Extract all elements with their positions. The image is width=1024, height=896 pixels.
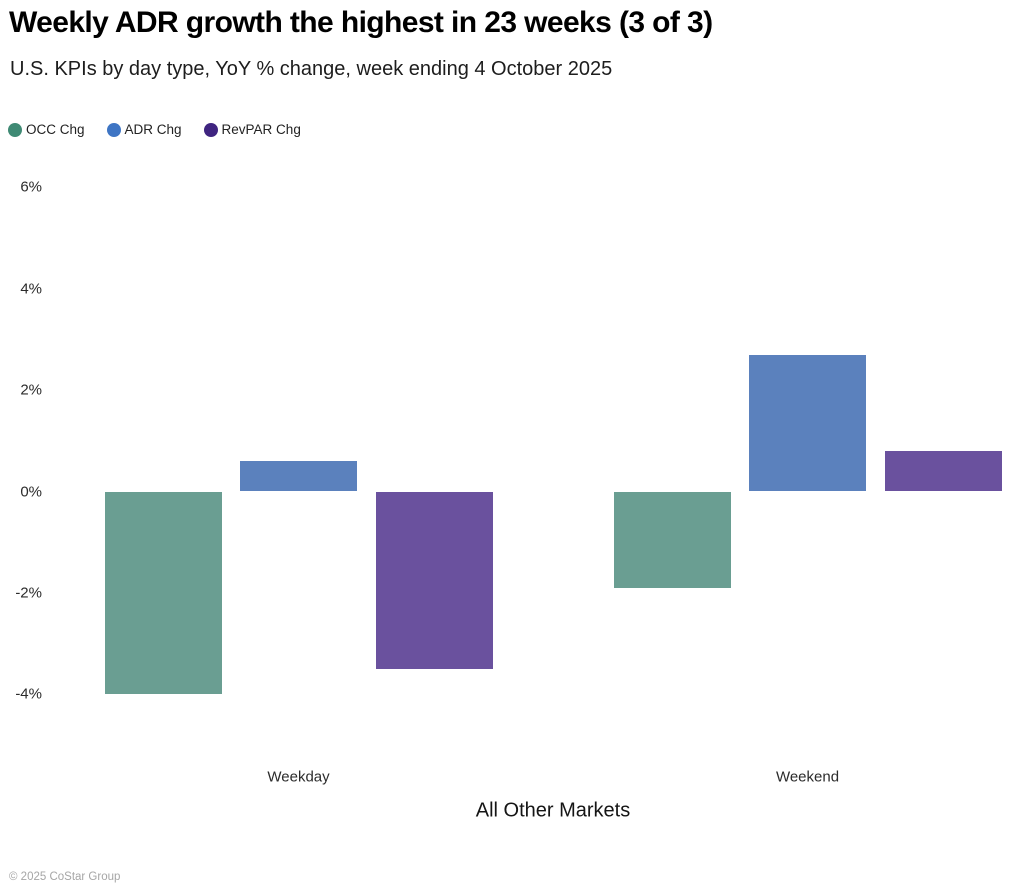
y-axis-tick-label: 4% xyxy=(20,280,42,298)
legend-item-revpar-chg: RevPAR Chg xyxy=(203,122,301,137)
bar-weekend-occ-chg xyxy=(613,491,731,588)
x-axis-title: All Other Markets xyxy=(475,799,631,822)
legend: OCC Chg ADR Chg RevPAR Chg xyxy=(8,122,301,137)
legend-dot-adr-chg-icon xyxy=(106,122,121,137)
x-axis-category-label: Weekend xyxy=(775,768,840,786)
bar-weekend-revpar-chg xyxy=(884,450,1002,492)
bar-weekday-occ-chg xyxy=(104,491,222,695)
legend-label-occ-chg: OCC Chg xyxy=(26,122,85,137)
chart-title: Weekly ADR growth the highest in 23 week… xyxy=(9,6,713,39)
legend-item-occ-chg: OCC Chg xyxy=(8,122,85,137)
legend-dot-occ-chg-icon xyxy=(8,122,22,137)
y-axis-tick-label: -4% xyxy=(15,685,42,703)
y-axis-tick-label: 6% xyxy=(20,178,42,196)
legend-dot-revpar-chg-icon xyxy=(203,122,218,137)
y-axis-tick-label: -2% xyxy=(15,584,42,602)
legend-label-adr-chg: ADR Chg xyxy=(124,122,182,137)
y-axis-tick-label: 0% xyxy=(20,483,42,500)
legend-item-adr-chg: ADR Chg xyxy=(106,122,182,137)
bar-weekday-revpar-chg xyxy=(375,491,493,669)
copyright-text: © 2025 CoStar Group xyxy=(9,871,121,883)
chart-subtitle: U.S. KPIs by day type, YoY % change, wee… xyxy=(10,58,613,80)
bar-weekday-adr-chg xyxy=(240,461,357,492)
x-axis-category-label: Weekday xyxy=(267,768,330,786)
bar-weekend-adr-chg xyxy=(749,354,866,492)
y-axis-tick-label: 2% xyxy=(20,381,42,399)
legend-label-revpar-chg: RevPAR Chg xyxy=(221,122,301,137)
